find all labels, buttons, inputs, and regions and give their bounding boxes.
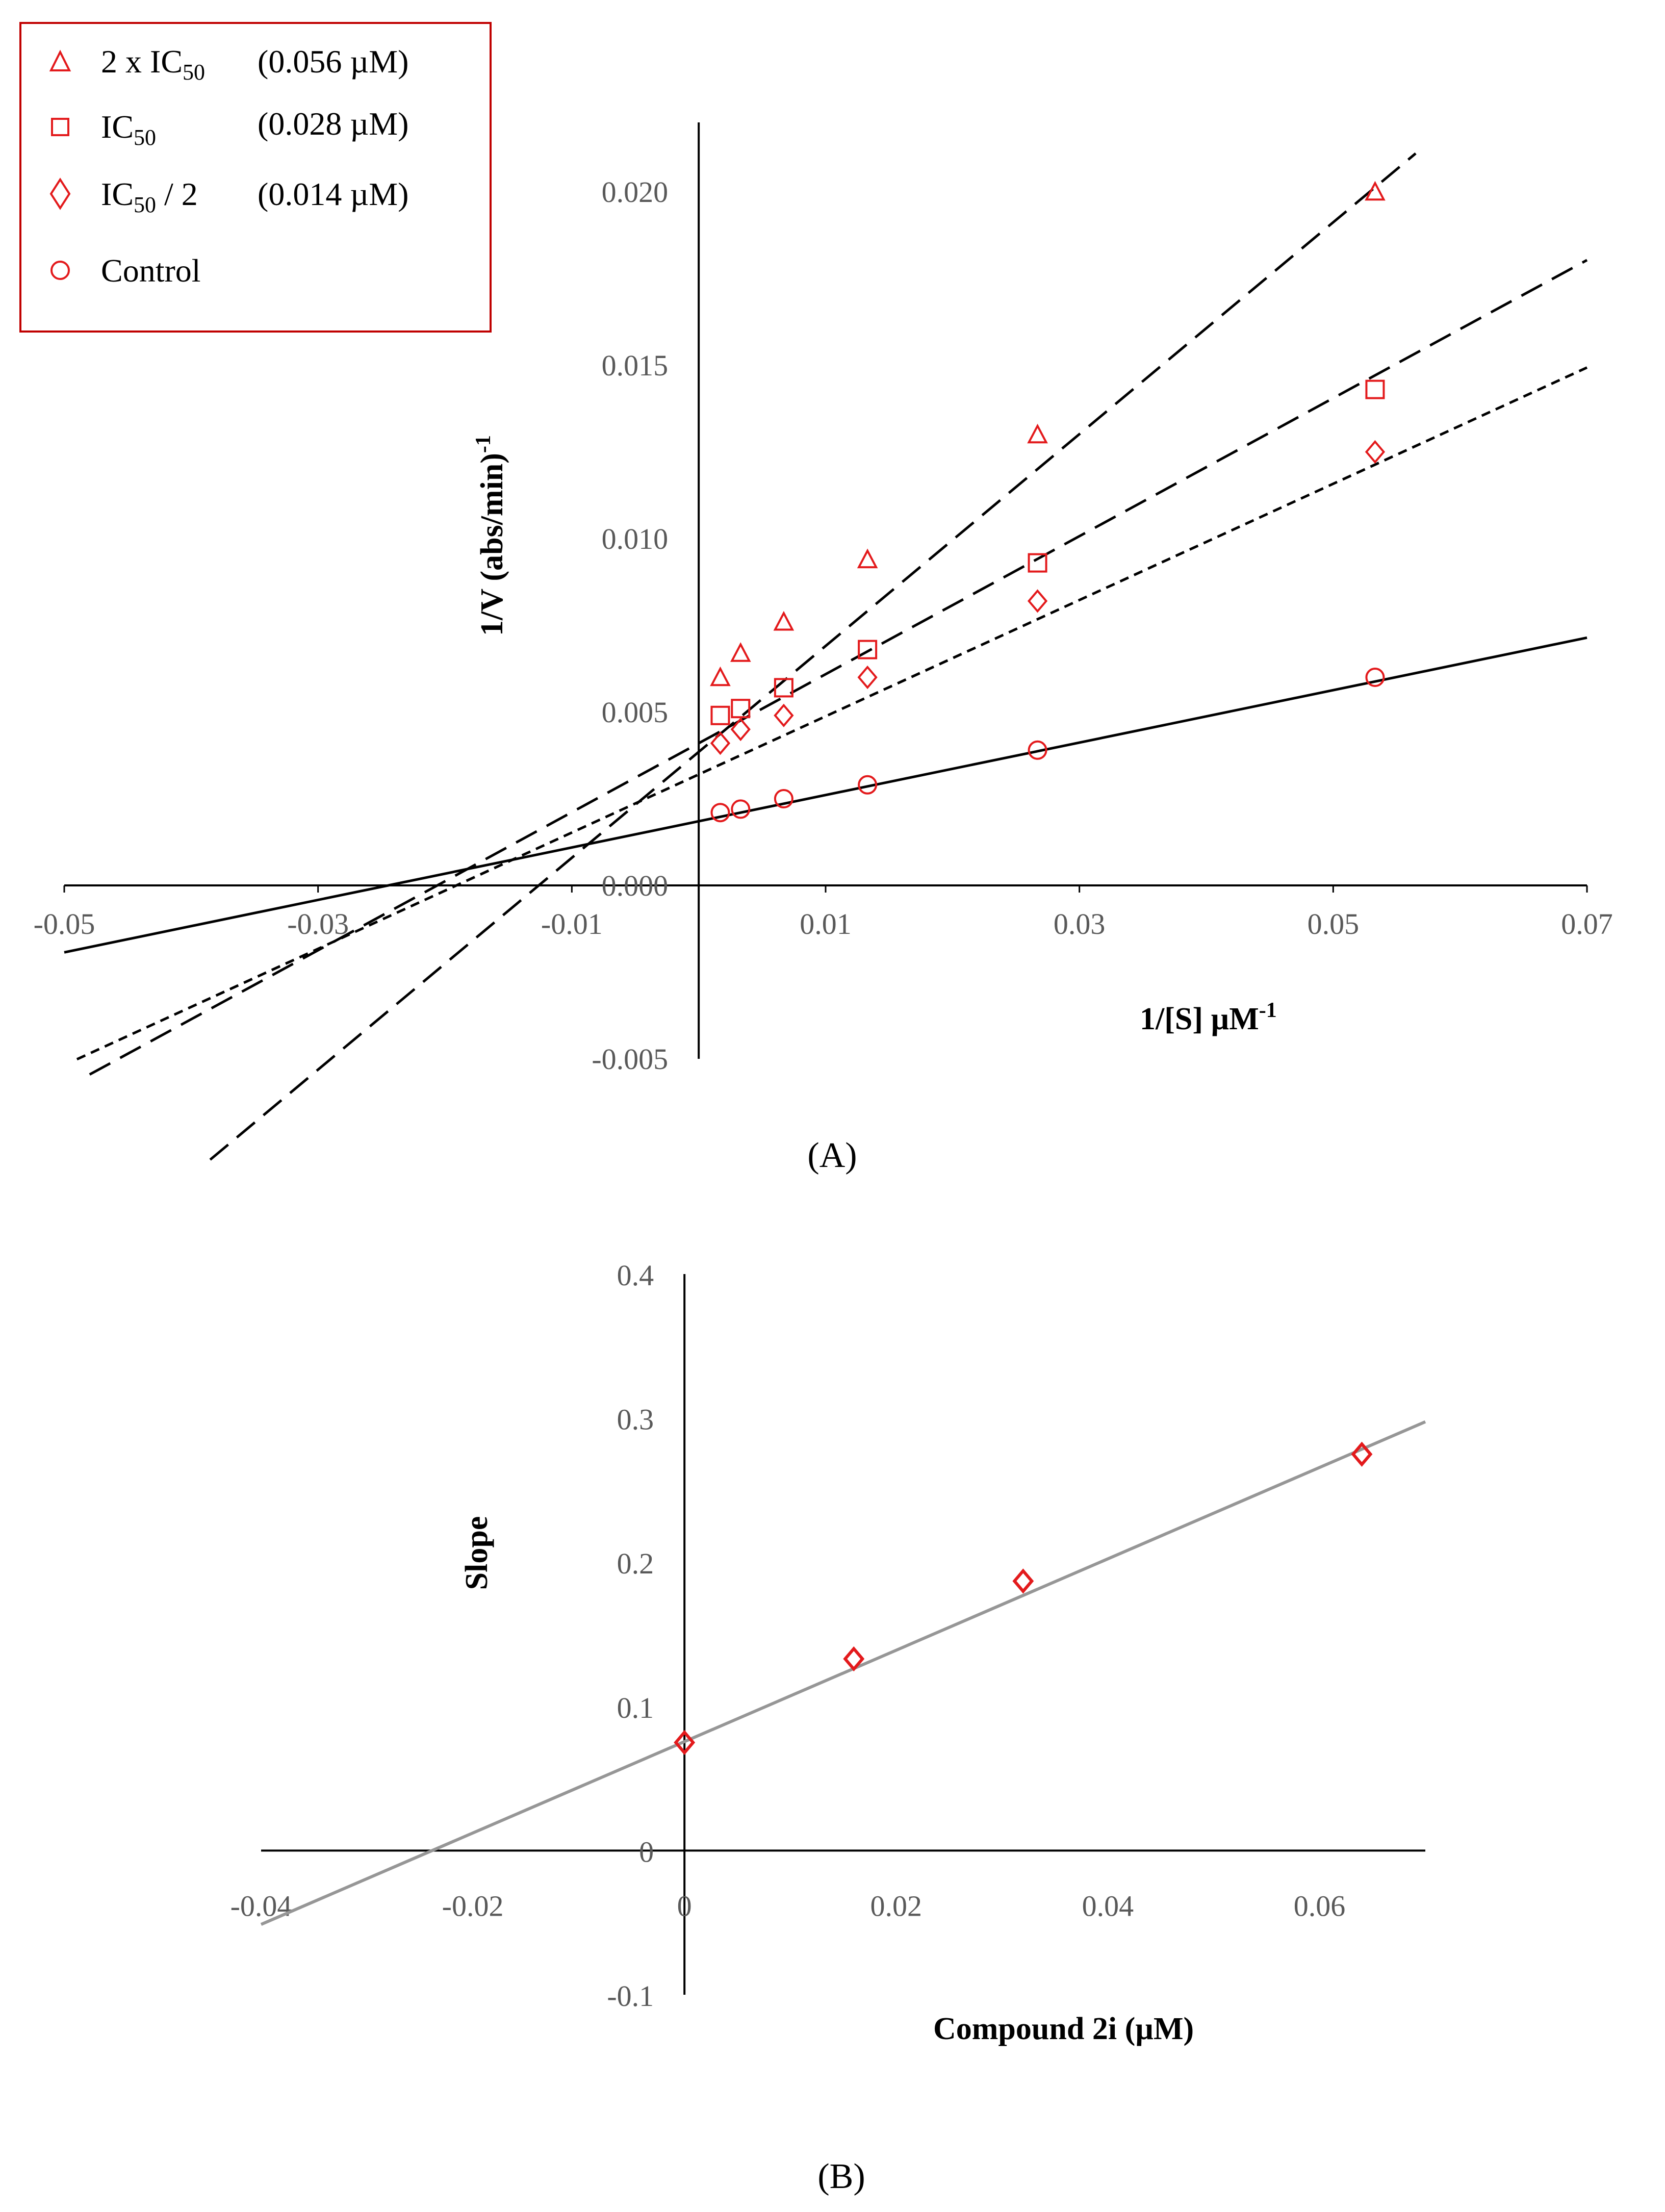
panel-a-point-diamond <box>857 665 878 690</box>
panel-a-point-triangle <box>710 666 731 687</box>
legend-conc-ic50: (0.028 µM) <box>258 106 408 142</box>
panel-a-fit-line-diamond <box>76 366 1588 1061</box>
legend-diamond-marker <box>49 177 71 210</box>
panel-b-y-tick-label: -0.1 <box>607 1979 654 2013</box>
panel-b-data-points <box>674 1441 1373 1756</box>
panel-a-point-triangle <box>730 642 751 662</box>
panel-a-x-tick-label: -0.01 <box>541 907 603 940</box>
panel-a-x-tick-label: 0.05 <box>1308 907 1360 940</box>
panel-b-y-tick-label: 0 <box>639 1835 654 1868</box>
panel-b-x-tick-label: 0.02 <box>870 1889 923 1922</box>
panel-a-fit-line-square <box>89 259 1588 1076</box>
legend-conc-ic50-half: (0.014 µM) <box>258 176 408 212</box>
panel-a-y-tick-label: 0.010 <box>602 522 669 555</box>
panel-a-point-circle <box>731 799 751 819</box>
panel-a-point-diamond <box>1365 440 1386 464</box>
legend-label-ic50-half: IC50 / 2 <box>101 176 198 217</box>
legend-square-marker <box>51 118 69 136</box>
legend-entry-ic50-half: IC50 / 2 (0.014 µM) <box>49 176 408 217</box>
panel-b-x-tick-label: -0.04 <box>230 1889 292 1922</box>
legend-label-2x-ic50: 2 x IC50 <box>101 43 205 85</box>
panel-b-x-tick-label: 0.04 <box>1082 1889 1134 1922</box>
panel-a-y-tick-label: 0.005 <box>602 696 669 729</box>
panel-a-x-axis-title: 1/[S] µM-1 <box>1140 999 1277 1036</box>
panel-a-label: (A) <box>807 1136 857 1175</box>
panel-a-y-tick-label: -0.005 <box>592 1043 668 1076</box>
panel-a-point-circle <box>710 803 730 823</box>
panel-a-y-tick-label: 0.000 <box>602 869 669 902</box>
panel-b-x-tick-label: 0 <box>677 1889 692 1922</box>
panel-a-point-triangle <box>1027 423 1048 444</box>
panel-a-point-square <box>1365 379 1385 399</box>
panel-a-fit-lines <box>64 152 1588 1161</box>
panel-a-point-square <box>1028 553 1047 573</box>
legend-box <box>19 22 492 333</box>
legend-circle-marker <box>50 261 70 280</box>
panel-a-data-points <box>710 181 1386 823</box>
panel-a-point-diamond <box>710 731 731 755</box>
panel-b-point-diamond <box>674 1730 696 1756</box>
panel-b-point-diamond <box>1351 1441 1373 1467</box>
panel-a-fit-line-circle <box>64 636 1587 954</box>
panel-a-point-diamond <box>774 703 794 727</box>
panel-b-tick-labels: -0.04 -0.02 0 0.02 0.04 0.06 -0.1 0 0.1 0.2 0.3 0.4 <box>230 1259 1346 2013</box>
panel-b-y-tick-label: 0.3 <box>617 1403 654 1436</box>
panel-b-x-tick-label: -0.02 <box>442 1889 504 1922</box>
legend-label-control: Control <box>101 252 201 289</box>
panel-a-point-diamond <box>730 717 751 742</box>
panel-b-y-axis-title: Slope <box>459 1516 494 1590</box>
panel-b-y-tick-label: 0.2 <box>617 1547 654 1580</box>
panel-a-point-circle <box>774 789 793 808</box>
panel-a-y-tick-label: 0.015 <box>602 349 669 382</box>
panel-a-chart: -0.05 -0.03 -0.01 0.01 0.03 0.05 0.07 -0.005 0.0… <box>19 22 1613 1175</box>
panel-b-label: (B) <box>817 2157 865 2196</box>
panel-a-point-square <box>858 640 878 659</box>
panel-b-regression-line <box>260 1420 1426 1926</box>
panel-b-x-axis-title: Compound 2i (µM) <box>933 2012 1194 2046</box>
panel-a-point-triangle <box>1365 181 1386 201</box>
panel-b-point-diamond <box>1012 1568 1034 1594</box>
panel-a-fit-line-triangle <box>209 152 1417 1161</box>
panel-b-y-tick-label: 0.1 <box>617 1691 654 1724</box>
panel-a-x-tick-label: 0.03 <box>1054 907 1106 940</box>
panel-a-point-circle <box>858 775 878 795</box>
legend-label-ic50: IC50 <box>101 109 156 150</box>
legend-entry-control: Control <box>50 252 201 289</box>
panel-a-y-tick-label: 0.020 <box>602 175 669 209</box>
panel-a-point-circle <box>1365 668 1385 687</box>
panel-a-point-square <box>710 705 730 725</box>
legend-entry-ic50: IC50 (0.028 µM) <box>51 106 408 150</box>
panel-a-tick-labels: -0.05 -0.03 -0.01 0.01 0.03 0.05 0.07 -0.005 0.0… <box>34 175 1613 1076</box>
panel-a-point-square <box>774 678 793 698</box>
legend-conc-2x-ic50: (0.056 µM) <box>258 43 408 80</box>
panel-b-chart: -0.04 -0.02 0 0.02 0.04 0.06 -0.1 0 0.1 0.2 0.3 0.4… <box>230 1259 1426 2196</box>
panel-a-axes <box>63 122 1588 1059</box>
panel-a-point-triangle <box>773 611 795 631</box>
panel-b-point-diamond <box>843 1646 865 1672</box>
panel-a-y-axis-title: 1/V (abs/min)-1 <box>472 435 509 636</box>
panel-b-fit-line <box>260 1420 1426 1926</box>
panel-b-y-tick-label: 0.4 <box>617 1259 654 1292</box>
panel-a-point-square <box>731 699 751 719</box>
panel-a-x-tick-label: -0.05 <box>34 907 95 940</box>
panel-b-x-tick-label: 0.06 <box>1294 1889 1346 1922</box>
panel-b-axes <box>261 1274 1425 1995</box>
panel-a-x-tick-label: 0.01 <box>800 907 852 940</box>
panel-a-x-tick-label: 0.07 <box>1561 907 1613 940</box>
legend-triangle-marker <box>49 49 71 71</box>
panel-a-point-triangle <box>857 548 878 569</box>
panel-a-x-tick-label: -0.03 <box>287 907 349 940</box>
legend-entry-2x-ic50: 2 x IC50 (0.056 µM) <box>49 43 408 85</box>
panel-a-legend: 2 x IC50 (0.056 µM) IC50 (0.028 µM) IC50… <box>19 22 492 333</box>
panel-a-point-diamond <box>1027 589 1048 613</box>
panel-a-point-circle <box>1028 740 1047 760</box>
